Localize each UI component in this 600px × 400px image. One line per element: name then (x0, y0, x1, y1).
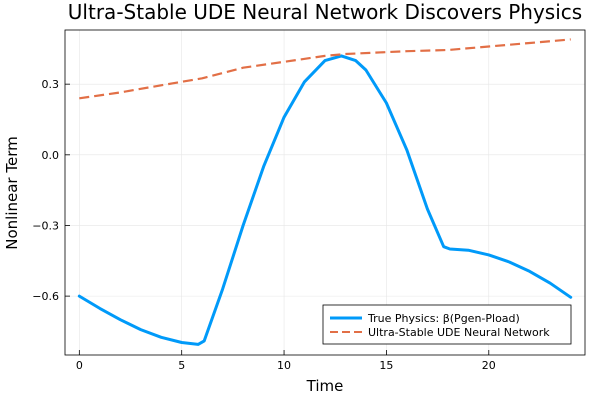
plot-frame (64, 29, 586, 356)
legend: True Physics: β(Pgen-Pload) Ultra-Stable… (322, 304, 572, 345)
x-tick-label: 15 (379, 359, 393, 372)
x-tick-label: 20 (482, 359, 496, 372)
series-line-true-physics (77, 54, 573, 346)
grid (65, 30, 585, 355)
y-tick-label: 0.3 (42, 78, 60, 91)
x-tick-label: 10 (277, 359, 291, 372)
x-tick-label: 5 (178, 359, 185, 372)
ticks: 0 5 10 15 20 −0.6 −0.3 0.0 0.3 (32, 78, 495, 372)
series-group (77, 38, 573, 346)
y-axis-label: Nonlinear Term (3, 136, 21, 249)
legend-label-true-physics: True Physics: β(Pgen-Pload) (367, 312, 520, 325)
chart-title: Ultra-Stable UDE Neural Network Discover… (68, 0, 582, 24)
x-axis-label: Time (306, 377, 344, 395)
legend-label-ude: Ultra-Stable UDE Neural Network (368, 326, 550, 339)
x-tick-label: 0 (76, 359, 83, 372)
y-tick-label: −0.3 (32, 219, 59, 232)
y-tick-label: −0.6 (32, 290, 59, 303)
series-line-ude-network (79, 38, 571, 100)
legend-box (322, 304, 572, 345)
y-tick-label: 0.0 (42, 149, 60, 162)
